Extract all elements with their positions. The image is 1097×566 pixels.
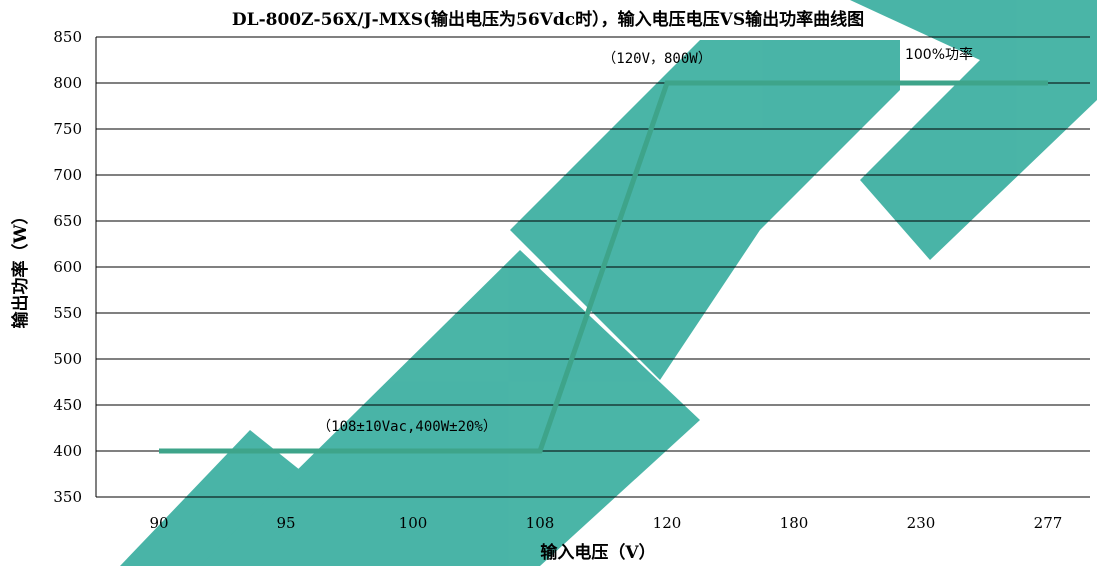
y-tick-label: 800 [53,74,82,92]
watermark-shape-right [510,40,900,380]
y-tick-label: 400 [53,442,82,460]
y-axis-ticks: 350 400 450 500 550 600 650 700 750 800 850 [53,28,82,506]
y-tick-label: 750 [53,120,82,138]
y-tick-label: 350 [53,488,82,506]
y-tick-label: 650 [53,212,82,230]
series-line [159,80,1048,454]
y-tick-label: 700 [53,166,82,184]
y-axis-title: 输出功率（W） [10,207,31,328]
watermark-shape-top [850,0,1097,260]
x-tick-label: 108 [526,514,555,532]
x-tick-label: 95 [276,514,295,532]
x-tick-label: 277 [1034,514,1063,532]
annotation-label: （120V，800W） [602,51,711,67]
chart-title: DL-800Z-56X/J-MXS(输出电压为56Vdc时），输入电压电压VS输… [232,9,864,30]
y-tick-label: 500 [53,350,82,368]
watermark-shape-center [200,250,700,566]
x-tick-label: 100 [399,514,428,532]
x-tick-label: 90 [149,514,168,532]
annotation-label: 100%功率 [905,46,973,63]
annotation-label: （108±10Vac,400W±20%） [317,419,497,435]
y-tick-label: 450 [53,396,82,414]
x-tick-label: 120 [653,514,682,532]
y-tick-label: 850 [53,28,82,46]
y-tick-label: 600 [53,258,82,276]
x-tick-label: 230 [907,514,936,532]
x-axis-title: 输入电压（V） [540,542,655,563]
y-tick-label: 550 [53,304,82,322]
annotations: （108±10Vac,400W±20%） （120V，800W） 100%功率 [317,46,973,435]
x-tick-label: 180 [780,514,809,532]
x-axis-ticks: 90 95 100 108 120 180 230 277 [149,514,1062,532]
watermark [120,0,1097,566]
